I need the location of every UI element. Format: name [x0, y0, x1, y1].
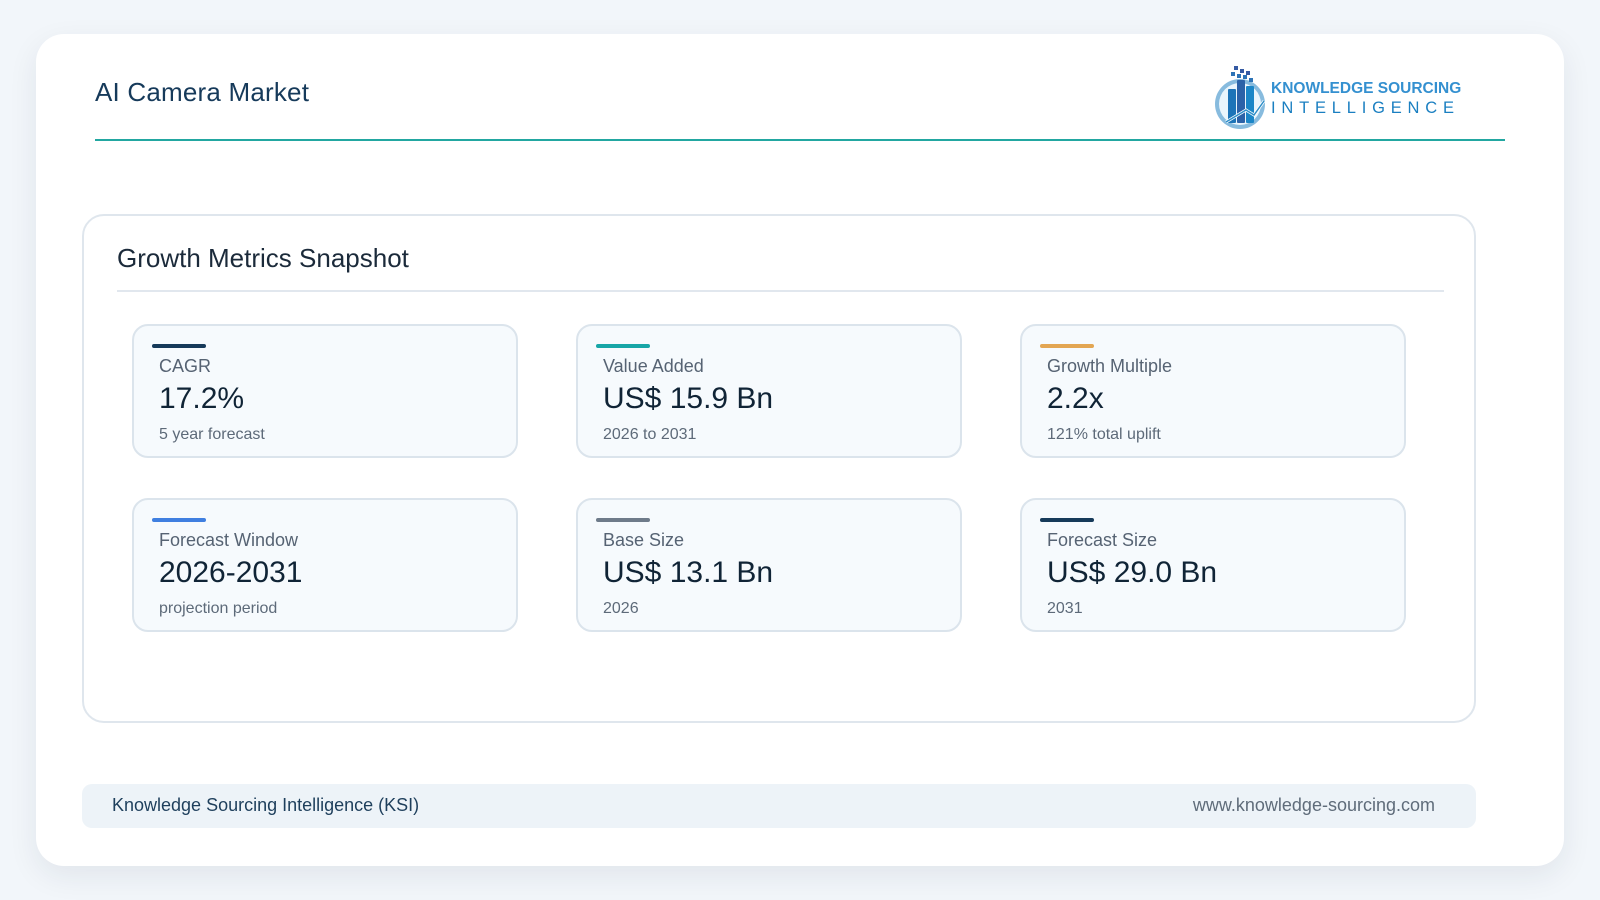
metric-value: 17.2%: [159, 382, 245, 415]
snapshot-title: Growth Metrics Snapshot: [117, 243, 409, 273]
footer-company-name: Knowledge Sourcing Intelligence (KSI): [112, 795, 420, 815]
metric-accent-bar: [596, 344, 650, 348]
metric-subtitle: 121% total uplift: [1047, 426, 1161, 443]
header-divider: [95, 139, 1505, 141]
metric-accent-bar: [596, 518, 650, 522]
metric-subtitle: 5 year forecast: [159, 426, 265, 443]
growth-metrics-panel: Growth Metrics Snapshot CAGR 17.2% 5 yea…: [82, 214, 1476, 723]
snapshot-divider: [117, 290, 1444, 292]
metric-accent-bar: [1040, 344, 1094, 348]
logo-text-line-1: KNOWLEDGE SOURCING: [1271, 80, 1462, 97]
metric-value: US$ 29.0 Bn: [1047, 556, 1218, 589]
logo-text-line-2: INTELLIGENCE: [1271, 99, 1460, 117]
metric-accent-bar: [152, 518, 206, 522]
metric-card-base-size: Base Size US$ 13.1 Bn 2026: [576, 498, 962, 632]
metric-value: US$ 15.9 Bn: [603, 382, 774, 415]
metric-subtitle: 2031: [1047, 600, 1083, 617]
metric-card-value-added: Value Added US$ 15.9 Bn 2026 to 2031: [576, 324, 962, 458]
metric-value: 2026-2031: [159, 556, 303, 589]
knowledge-sourcing-logo-icon: [1215, 66, 1266, 129]
page-title: AI Camera Market: [95, 77, 310, 107]
metric-accent-bar: [152, 344, 206, 348]
metric-label: Forecast Window: [159, 530, 299, 550]
metric-card-forecast-size: Forecast Size US$ 29.0 Bn 2031: [1020, 498, 1406, 632]
metric-label: Base Size: [603, 530, 685, 550]
page-header: AI Camera Market KNOWLEDGE SOURCING INTE…: [95, 66, 1505, 129]
main-card: AI Camera Market KNOWLEDGE SOURCING INTE…: [36, 34, 1564, 866]
footer-bar: Knowledge Sourcing Intelligence (KSI) ww…: [82, 784, 1476, 828]
metric-label: CAGR: [159, 356, 212, 376]
metric-subtitle: 2026 to 2031: [603, 426, 697, 443]
metric-value: US$ 13.1 Bn: [603, 556, 774, 589]
footer-website: www.knowledge-sourcing.com: [1192, 795, 1435, 815]
metric-card-forecast-window: Forecast Window 2026-2031 projection per…: [132, 498, 518, 632]
metric-subtitle: 2026: [603, 600, 639, 617]
metric-label: Value Added: [603, 356, 704, 376]
metric-card-cagr: CAGR 17.2% 5 year forecast: [132, 324, 518, 458]
metric-value: 2.2x: [1047, 382, 1104, 415]
metric-label: Forecast Size: [1047, 530, 1158, 550]
metric-card-growth-multiple: Growth Multiple 2.2x 121% total uplift: [1020, 324, 1406, 458]
metric-subtitle: projection period: [159, 600, 278, 617]
metric-accent-bar: [1040, 518, 1094, 522]
company-logo: KNOWLEDGE SOURCING INTELLIGENCE: [1213, 62, 1463, 132]
metric-label: Growth Multiple: [1047, 356, 1173, 376]
